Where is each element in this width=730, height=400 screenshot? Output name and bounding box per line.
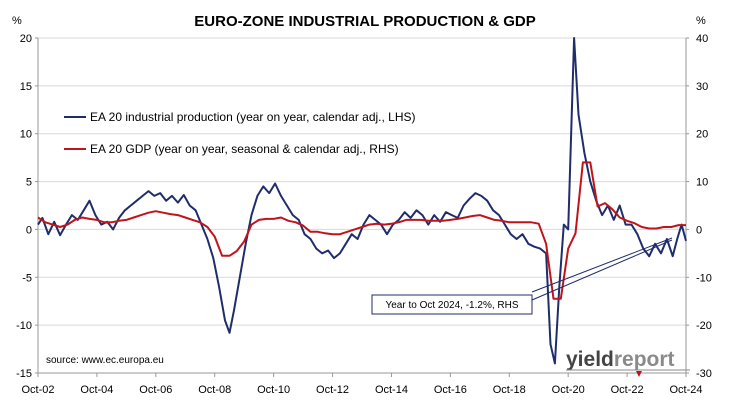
x-tick-label: Oct-22 <box>611 384 644 396</box>
annotation: Year to Oct 2024, -1.2%, RHS <box>371 237 673 315</box>
annotation-pointer-lower <box>531 239 673 301</box>
y-right-tick-label: -30 <box>696 368 712 380</box>
right-y-axis-ticks: 40 30 20 10 0 -10 -20 -30 <box>686 33 712 380</box>
x-tick-label: Oct-10 <box>257 384 290 396</box>
series-lines <box>37 37 687 365</box>
x-tick-label: Oct-08 <box>198 384 231 396</box>
x-axis-ticks: Oct-02 Oct-04 Oct-06 Oct-08 Oct-10 Oct-12 Oct-… <box>21 373 703 396</box>
source-note: source: www.ec.europa.eu <box>46 355 164 366</box>
annotation-pointer-upper <box>531 237 673 293</box>
y-left-tick-label: -10 <box>16 320 32 332</box>
x-tick-label: Oct-20 <box>552 384 585 396</box>
logo: yieldreport <box>566 348 690 377</box>
y-right-tick-label: 0 <box>696 224 702 236</box>
x-tick-label: Oct-06 <box>139 384 172 396</box>
annotation-text: Year to Oct 2024, -1.2%, RHS <box>385 300 518 311</box>
y-left-tick-label: 5 <box>26 177 32 189</box>
legend-label-ip: EA 20 industrial production (year on yea… <box>90 110 416 124</box>
chart-title: EURO-ZONE INDUSTRIAL PRODUCTION & GDP <box>194 13 535 30</box>
legend: EA 20 industrial production (year on yea… <box>64 110 416 156</box>
y-left-tick-label: 15 <box>20 81 32 93</box>
y-left-tick-label: -15 <box>16 368 32 380</box>
y-left-tick-label: -5 <box>22 272 32 284</box>
x-tick-label: Oct-02 <box>21 384 54 396</box>
left-axis-unit: % <box>12 15 22 27</box>
y-right-tick-label: 30 <box>696 81 708 93</box>
series-line-industrial-production <box>37 37 687 365</box>
x-tick-label: Oct-24 <box>669 384 702 396</box>
logo-part-yield: yield <box>566 348 614 371</box>
right-axis-unit: % <box>696 15 706 27</box>
logo-text: yieldreport <box>566 348 675 371</box>
x-tick-label: Oct-18 <box>493 384 526 396</box>
annotation-box <box>371 294 533 315</box>
logo-marker-icon <box>636 371 642 377</box>
y-left-tick-label: 10 <box>20 129 32 141</box>
x-tick-label: Oct-12 <box>316 384 349 396</box>
y-right-tick-label: 40 <box>696 33 708 45</box>
y-right-tick-label: 10 <box>696 177 708 189</box>
y-right-tick-label: -10 <box>696 272 712 284</box>
y-left-tick-label: 0 <box>26 224 32 236</box>
y-left-tick-label: 20 <box>20 33 32 45</box>
y-right-tick-label: 20 <box>696 129 708 141</box>
x-tick-label: Oct-14 <box>375 384 408 396</box>
x-tick-label: Oct-04 <box>80 384 113 396</box>
logo-part-report: report <box>614 348 675 371</box>
legend-label-gdp: EA 20 GDP (year on year, seasonal & cale… <box>90 142 399 156</box>
left-y-axis-ticks: 20 15 10 5 0 -5 -10 -15 <box>16 33 38 380</box>
y-right-tick-label: -20 <box>696 320 712 332</box>
series-line-gdp <box>37 161 686 300</box>
x-tick-label: Oct-16 <box>434 384 467 396</box>
axes <box>37 38 687 374</box>
